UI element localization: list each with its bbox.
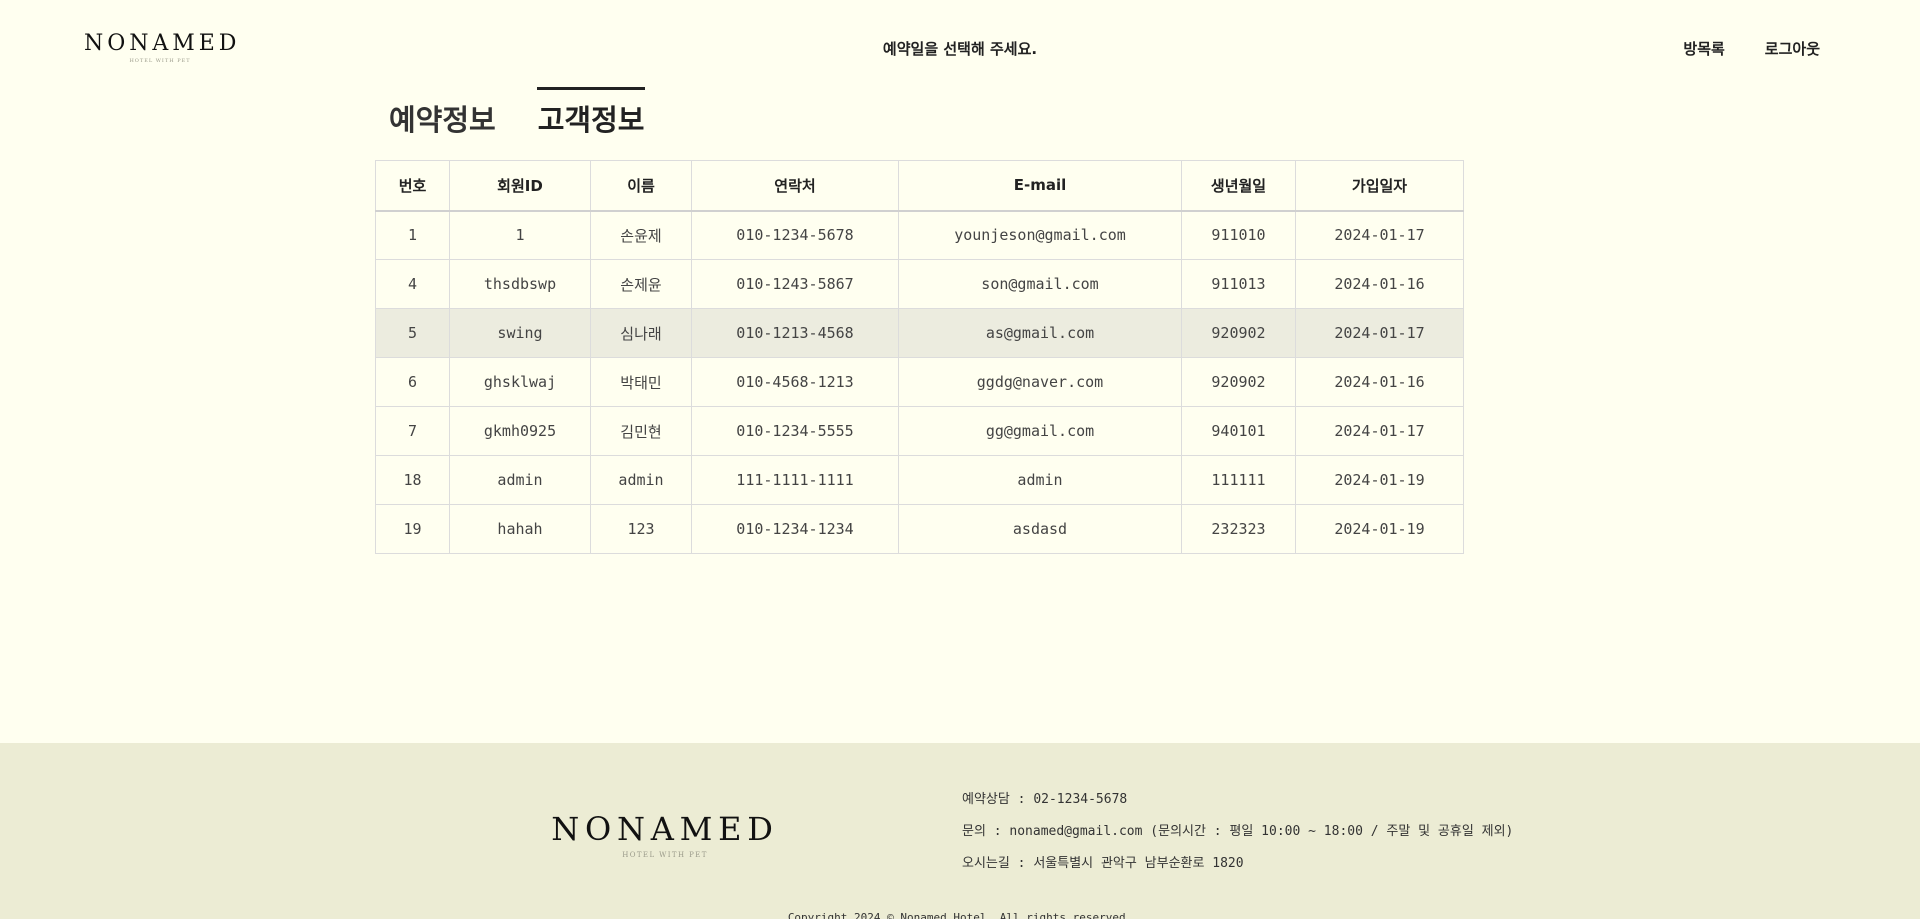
column-header: 연락처 bbox=[691, 160, 899, 212]
cell-join-date: 2024-01-17 bbox=[1295, 210, 1464, 260]
cell-email: ggdg@naver.com bbox=[898, 357, 1182, 407]
cell-join-date: 2024-01-17 bbox=[1295, 308, 1464, 358]
table-row[interactable]: 19 hahah 123 010-1234-1234 asdasd 232323… bbox=[375, 504, 1464, 554]
cell-name: 김민현 bbox=[590, 406, 692, 456]
cell-email: admin bbox=[898, 455, 1182, 505]
cell-birthdate: 920902 bbox=[1181, 357, 1296, 407]
table-row[interactable]: 1 1 손윤제 010-1234-5678 younjeson@gmail.co… bbox=[375, 210, 1464, 260]
logo-subtext: HOTEL WITH PET bbox=[622, 851, 708, 859]
table-header-row: 번호 회원ID 이름 연락처 E-mail 생년월일 가입일자 bbox=[375, 160, 1464, 212]
cell-phone: 010-1234-5678 bbox=[691, 210, 899, 260]
column-header: E-mail bbox=[898, 160, 1182, 212]
cell-number: 5 bbox=[375, 308, 450, 358]
cell-email: younjeson@gmail.com bbox=[898, 210, 1182, 260]
cell-name: 박태민 bbox=[590, 357, 692, 407]
cell-member-id: gkmh0925 bbox=[449, 406, 591, 456]
cell-email: gg@gmail.com bbox=[898, 406, 1182, 456]
cell-phone: 010-4568-1213 bbox=[691, 357, 899, 407]
cell-member-id: hahah bbox=[449, 504, 591, 554]
cell-email: son@gmail.com bbox=[898, 259, 1182, 309]
cell-join-date: 2024-01-17 bbox=[1295, 406, 1464, 456]
column-header: 생년월일 bbox=[1181, 160, 1296, 212]
header-nav: 방목록 로그아웃 bbox=[1683, 38, 1820, 59]
cell-name: 손제윤 bbox=[590, 259, 692, 309]
cell-number: 7 bbox=[375, 406, 450, 456]
cell-birthdate: 911013 bbox=[1181, 259, 1296, 309]
footer-inquiry-email: 문의 : nonamed@gmail.com (문의시간 : 평일 10:00 … bbox=[962, 824, 1514, 839]
footer-reservation-phone: 예약상담 : 02-1234-5678 bbox=[962, 792, 1128, 807]
column-header: 가입일자 bbox=[1295, 160, 1464, 212]
table-row[interactable]: 18 admin admin 111-1111-1111 admin 11111… bbox=[375, 455, 1464, 505]
cell-birthdate: 111111 bbox=[1181, 455, 1296, 505]
header-message: 예약일을 선택해 주세요. bbox=[882, 40, 1038, 58]
cell-number: 18 bbox=[375, 455, 450, 505]
cell-member-id: thsdbswp bbox=[449, 259, 591, 309]
cell-number: 4 bbox=[375, 259, 450, 309]
footer-copyright: Copyright 2024 © Nonamed Hotel. All righ… bbox=[787, 911, 1133, 919]
logo-text: NONAMED bbox=[551, 810, 779, 848]
footer-logo: NONAMED HOTEL WITH PET bbox=[550, 813, 780, 859]
nav-room-list-link[interactable]: 방목록 bbox=[1683, 40, 1725, 58]
customer-table-container: 번호 회원ID 이름 연락처 E-mail 생년월일 가입일자 1 1 손윤제 … bbox=[375, 160, 1464, 554]
nav-logout-link[interactable]: 로그아웃 bbox=[1764, 40, 1820, 58]
footer-info: 예약상담 : 02-1234-5678 문의 : nonamed@gmail.c… bbox=[962, 790, 1513, 886]
cell-member-id: ghsklwaj bbox=[449, 357, 591, 407]
cell-join-date: 2024-01-19 bbox=[1295, 455, 1464, 505]
cell-phone: 111-1111-1111 bbox=[691, 455, 899, 505]
cell-birthdate: 911010 bbox=[1181, 210, 1296, 260]
cell-phone: 010-1213-4568 bbox=[691, 308, 899, 358]
cell-phone: 010-1234-1234 bbox=[691, 504, 899, 554]
header-logo[interactable]: NONAMED HOTEL WITH PET bbox=[84, 33, 236, 64]
cell-email: as@gmail.com bbox=[898, 308, 1182, 358]
cell-join-date: 2024-01-19 bbox=[1295, 504, 1464, 554]
cell-member-id: 1 bbox=[449, 210, 591, 260]
cell-number: 1 bbox=[375, 210, 450, 260]
table-row[interactable]: 7 gkmh0925 김민현 010-1234-5555 gg@gmail.co… bbox=[375, 406, 1464, 456]
header: NONAMED HOTEL WITH PET 예약일을 선택해 주세요. 방목록… bbox=[0, 0, 1920, 92]
cell-name: 손윤제 bbox=[590, 210, 692, 260]
tab-reservation-info[interactable]: 예약정보 bbox=[389, 103, 496, 137]
logo-subtext: HOTEL WITH PET bbox=[129, 58, 191, 64]
cell-join-date: 2024-01-16 bbox=[1295, 357, 1464, 407]
column-header: 이름 bbox=[590, 160, 692, 212]
cell-birthdate: 232323 bbox=[1181, 504, 1296, 554]
table-row[interactable]: 5 swing 심나래 010-1213-4568 as@gmail.com 9… bbox=[375, 308, 1464, 358]
cell-birthdate: 940101 bbox=[1181, 406, 1296, 456]
customer-table: 번호 회원ID 이름 연락처 E-mail 생년월일 가입일자 1 1 손윤제 … bbox=[375, 160, 1464, 554]
table-row[interactable]: 6 ghsklwaj 박태민 010-4568-1213 ggdg@naver.… bbox=[375, 357, 1464, 407]
table-row[interactable]: 4 thsdbswp 손제윤 010-1243-5867 son@gmail.c… bbox=[375, 259, 1464, 309]
tab-bar: 예약정보 고객정보 bbox=[388, 87, 646, 143]
cell-email: asdasd bbox=[898, 504, 1182, 554]
footer: NONAMED HOTEL WITH PET 예약상담 : 02-1234-56… bbox=[0, 743, 1920, 919]
tab-customer-info[interactable]: 고객정보 bbox=[536, 87, 646, 143]
logo-text: NONAMED bbox=[84, 31, 241, 56]
cell-name: admin bbox=[590, 455, 692, 505]
cell-number: 19 bbox=[375, 504, 450, 554]
footer-address: 오시는길 : 서울특별시 관악구 남부순환로 1820 bbox=[962, 856, 1244, 871]
column-header: 번호 bbox=[375, 160, 450, 212]
cell-member-id: admin bbox=[449, 455, 591, 505]
cell-number: 6 bbox=[375, 357, 450, 407]
cell-phone: 010-1243-5867 bbox=[691, 259, 899, 309]
cell-member-id: swing bbox=[449, 308, 591, 358]
cell-name: 123 bbox=[590, 504, 692, 554]
column-header: 회원ID bbox=[449, 160, 591, 212]
cell-birthdate: 920902 bbox=[1181, 308, 1296, 358]
cell-phone: 010-1234-5555 bbox=[691, 406, 899, 456]
cell-join-date: 2024-01-16 bbox=[1295, 259, 1464, 309]
cell-name: 심나래 bbox=[590, 308, 692, 358]
